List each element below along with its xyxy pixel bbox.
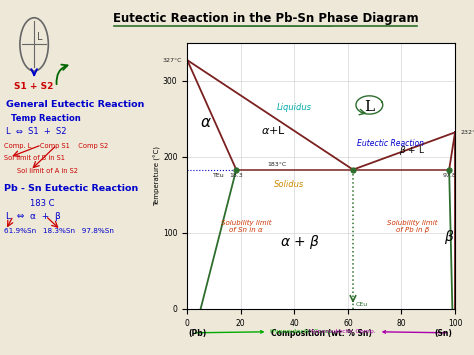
Text: Eutectic Reaction: Eutectic Reaction [357, 138, 424, 148]
Text: $\beta$: $\beta$ [445, 228, 455, 246]
Text: 183°C: 183°C [267, 162, 287, 167]
Text: Eutectic Reaction in the Pb-Sn Phase Diagram: Eutectic Reaction in the Pb-Sn Phase Dia… [113, 12, 418, 26]
Text: Solidus: Solidus [274, 180, 304, 189]
Text: 97.8: 97.8 [442, 174, 456, 179]
Text: $\alpha$+L: $\alpha$+L [261, 124, 285, 136]
Text: $\alpha$: $\alpha$ [200, 115, 212, 130]
Text: $\alpha$ + $\beta$: $\alpha$ + $\beta$ [280, 233, 320, 251]
Text: 327°C: 327°C [163, 58, 182, 62]
Text: (Sn): (Sn) [435, 329, 453, 338]
Text: L: L [365, 100, 374, 114]
Text: $\beta$ + L: $\beta$ + L [399, 144, 425, 157]
Text: Solubility limit
of Sn in α: Solubility limit of Sn in α [221, 220, 272, 233]
Text: TEu: TEu [213, 174, 225, 179]
Text: Comp. L    Comp S1    Comp S2: Comp. L Comp S1 Comp S2 [4, 143, 108, 148]
Text: Sol limit of A in S2: Sol limit of A in S2 [17, 168, 78, 174]
Text: Sol limit of B in S1: Sol limit of B in S1 [4, 155, 64, 161]
Text: Hypereutectic Comp.: Hypereutectic Comp. [309, 329, 447, 334]
Text: ─────────────────────────────────────────: ────────────────────────────────────────… [199, 25, 332, 30]
Text: (Pb): (Pb) [188, 329, 207, 338]
Text: Liquidus: Liquidus [277, 103, 312, 112]
Text: Solubility limit
of Pb in β: Solubility limit of Pb in β [387, 220, 438, 233]
Y-axis label: Temperature (°C): Temperature (°C) [154, 146, 162, 206]
Text: L  ⇔  S1  +  S2: L ⇔ S1 + S2 [6, 127, 66, 136]
Text: 232°C: 232°C [460, 130, 474, 135]
Text: 61.9%Sn   18.3%Sn   97.8%Sn: 61.9%Sn 18.3%Sn 97.8%Sn [4, 229, 114, 234]
Text: L: L [37, 32, 43, 42]
Text: 18.3: 18.3 [229, 174, 243, 179]
Text: S1 + S2: S1 + S2 [14, 82, 54, 92]
Text: General Eutectic Reaction: General Eutectic Reaction [6, 100, 144, 109]
Text: CEu: CEu [356, 301, 368, 307]
Text: L  ⇔  α  +  β: L ⇔ α + β [6, 212, 61, 221]
Text: Pb - Sn Eutectic Reaction: Pb - Sn Eutectic Reaction [4, 184, 138, 193]
Text: Hypoeutectic Comp.: Hypoeutectic Comp. [195, 329, 335, 334]
Text: Temp Reaction: Temp Reaction [11, 114, 81, 124]
Text: 183 C: 183 C [30, 198, 55, 208]
X-axis label: Composition (wt. % Sn): Composition (wt. % Sn) [271, 329, 372, 338]
